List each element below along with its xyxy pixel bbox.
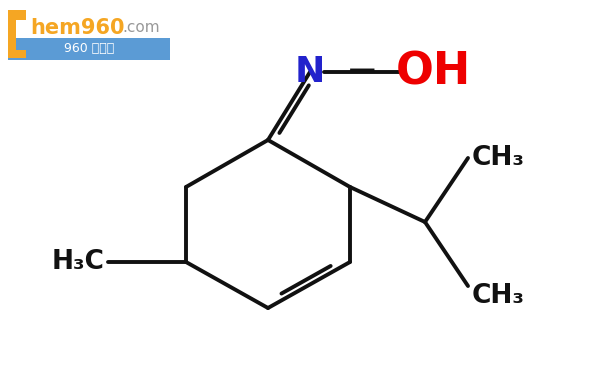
Text: N: N — [295, 55, 325, 89]
Text: −: − — [345, 53, 378, 91]
Text: CH₃: CH₃ — [471, 145, 525, 171]
FancyBboxPatch shape — [8, 38, 170, 60]
Text: 960 化工网: 960 化工网 — [64, 42, 114, 56]
Text: .com: .com — [122, 21, 160, 36]
Text: hem960: hem960 — [30, 18, 125, 38]
Text: CH₃: CH₃ — [471, 283, 525, 309]
Polygon shape — [8, 10, 26, 58]
Text: H₃C: H₃C — [51, 249, 105, 275]
Text: OH: OH — [396, 51, 471, 93]
